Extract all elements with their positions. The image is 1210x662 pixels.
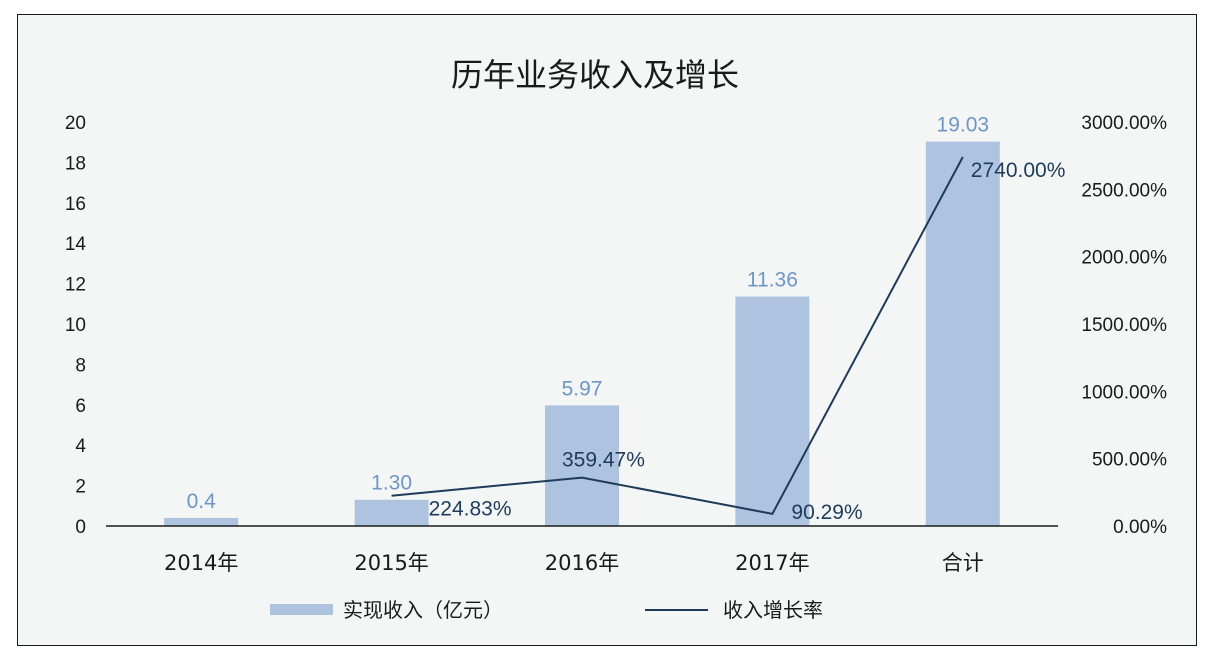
bar-value-label: 11.36 xyxy=(747,269,798,292)
chart-title: 历年业务收入及增长 xyxy=(451,56,739,94)
y-left-tick-label: 0 xyxy=(75,517,86,538)
y-right-tick-label: 2000.00% xyxy=(1081,248,1167,269)
y-right-tick-label: 500.00% xyxy=(1092,450,1167,471)
y-right-tick-label: 3000.00% xyxy=(1081,113,1167,134)
bar xyxy=(735,296,810,526)
x-category-label: 2015年 xyxy=(354,551,428,575)
chart-frame xyxy=(17,14,1197,646)
x-category-label: 2017年 xyxy=(735,551,809,575)
bar xyxy=(354,499,429,526)
y-right-tick-label: 0.00% xyxy=(1113,517,1167,538)
bar xyxy=(925,141,1000,526)
legend-bar-swatch xyxy=(270,604,333,615)
line-series: 224.83% 359.47% 90.29% 2740.00% xyxy=(391,156,1066,524)
y-left-tick-label: 2 xyxy=(75,477,86,498)
bar xyxy=(164,517,239,526)
bar-value-label: 0.4 xyxy=(187,490,217,513)
y-right-tick-label: 1500.00% xyxy=(1081,315,1167,336)
x-category-label: 2016年 xyxy=(545,551,619,575)
legend-bar-label: 实现收入（亿元） xyxy=(343,598,503,622)
y-left-tick-label: 8 xyxy=(75,355,86,376)
x-category-label: 合计 xyxy=(942,551,984,575)
y-left-tick-label: 12 xyxy=(65,275,86,296)
legend-line-label: 收入增长率 xyxy=(723,598,823,622)
left-axis: 0 2 4 6 8 10 12 14 16 18 20 xyxy=(65,113,87,538)
legend: 实现收入（亿元） 收入增长率 xyxy=(270,598,823,622)
y-left-tick-label: 4 xyxy=(75,436,86,457)
bar-value-label: 19.03 xyxy=(937,114,990,137)
line-value-label: 2740.00% xyxy=(971,159,1066,182)
line-value-label: 359.47% xyxy=(562,449,645,472)
right-axis: 0.00% 500.00% 1000.00% 1500.00% 2000.00% 2500… xyxy=(1081,113,1167,538)
x-category-label: 2014年 xyxy=(164,551,238,575)
bar xyxy=(545,405,619,526)
y-left-tick-label: 14 xyxy=(65,234,87,255)
bar-series: 0.4 1.30 5.97 11.36 19.03 xyxy=(164,114,1000,526)
y-left-tick-label: 6 xyxy=(75,396,86,417)
y-left-tick-label: 10 xyxy=(65,315,86,336)
bar-value-label: 5.97 xyxy=(562,377,603,400)
y-left-tick-label: 20 xyxy=(65,113,86,134)
y-right-tick-label: 2500.00% xyxy=(1081,180,1167,201)
line-value-label: 90.29% xyxy=(791,501,862,524)
y-left-tick-label: 16 xyxy=(65,194,86,215)
line-value-label: 224.83% xyxy=(429,498,512,521)
y-right-tick-label: 1000.00% xyxy=(1081,382,1167,403)
x-axis-labels: 2014年 2015年 2016年 2017年 合计 xyxy=(164,551,984,575)
bar-value-label: 1.30 xyxy=(371,472,412,495)
growth-line xyxy=(391,156,964,515)
y-left-tick-label: 18 xyxy=(65,153,86,174)
